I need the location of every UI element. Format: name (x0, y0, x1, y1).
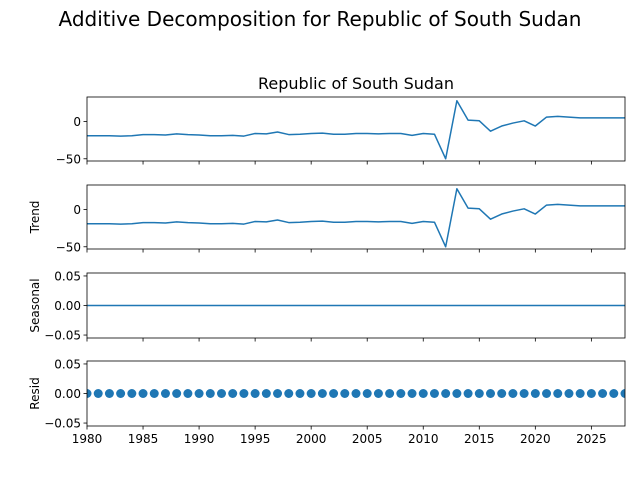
resid-point (205, 389, 215, 398)
resid-point (530, 389, 540, 398)
resid-xtick-label: 2005 (352, 432, 383, 446)
seasonal-ytick-label: −0.05 (44, 329, 81, 343)
resid-point (194, 389, 204, 398)
trend-series-line (87, 187, 625, 248)
trend-panel: 0 −50 Trend (28, 184, 626, 254)
resid-point (429, 389, 439, 398)
resid-point (586, 389, 596, 398)
resid-point (564, 389, 574, 398)
resid-point (250, 389, 260, 398)
resid-point (239, 389, 249, 398)
resid-point (284, 389, 294, 398)
resid-point (373, 389, 383, 398)
resid-point (575, 389, 585, 398)
resid-point (351, 389, 361, 398)
observed-ytick-label: 0 (73, 115, 81, 129)
resid-point (160, 389, 170, 398)
resid-xtick-label: 2000 (296, 432, 327, 446)
resid-point (620, 389, 625, 398)
resid-point (463, 389, 473, 398)
resid-xtick-label: 1980 (72, 432, 103, 446)
resid-ytick-label: 0.00 (54, 387, 81, 401)
resid-point (317, 389, 327, 398)
resid-point (396, 389, 406, 398)
resid-ytick-label: −0.05 (44, 417, 81, 431)
trend-ytick-label: −50 (56, 240, 81, 254)
resid-point (87, 389, 92, 398)
resid-point (340, 389, 350, 398)
seasonal-ytick-label: 0.00 (54, 299, 81, 313)
resid-point (519, 389, 529, 398)
resid-point (407, 389, 417, 398)
trend-ytick-label: 0 (73, 203, 81, 217)
resid-point (441, 389, 451, 398)
resid-point (149, 389, 159, 398)
resid-point (228, 389, 238, 398)
resid-point (474, 389, 484, 398)
resid-point (217, 389, 226, 398)
resid-data (87, 389, 625, 398)
seasonal-ytick-label: 0.05 (54, 269, 81, 283)
resid-point (452, 389, 462, 398)
resid-xtick-label: 2025 (576, 432, 607, 446)
resid-point (486, 389, 495, 398)
resid-xtick-label: 2015 (464, 432, 495, 446)
resid-point (273, 389, 283, 398)
resid-xtick-label: 1990 (184, 432, 215, 446)
resid-point (609, 389, 619, 398)
resid-point (127, 389, 137, 398)
observed-axes-frame (86, 96, 626, 162)
resid-point (93, 389, 103, 398)
resid-xtick-label: 2020 (520, 432, 551, 446)
resid-point (138, 389, 148, 398)
resid-point (183, 389, 193, 398)
resid-point (104, 389, 114, 398)
resid-point (385, 389, 395, 398)
resid-point (362, 389, 372, 398)
resid-point (418, 389, 428, 398)
observed-panel-title: Republic of South Sudan (258, 74, 454, 93)
resid-xtick-label: 2010 (408, 432, 439, 446)
resid-point (295, 389, 305, 398)
resid-point (598, 389, 608, 398)
resid-xtick-label: 1985 (128, 432, 159, 446)
trend-axes-frame (86, 184, 626, 250)
resid-point (508, 389, 518, 398)
observed-panel: 0 −50 Republic of South Sudan (56, 74, 626, 166)
trend-ylabel: Trend (28, 201, 42, 235)
resid-ylabel: Resid (28, 377, 42, 409)
resid-point (542, 389, 552, 398)
resid-point (497, 389, 507, 398)
resid-point (116, 389, 126, 398)
resid-point (329, 389, 339, 398)
trend-data (87, 187, 625, 248)
figure-suptitle: Additive Decomposition for Republic of S… (59, 7, 582, 31)
observed-ytick-label: −50 (56, 152, 81, 166)
resid-xtick-label: 1995 (240, 432, 271, 446)
resid-ytick-label: 0.05 (54, 357, 81, 371)
panels-group: 0 −50 Republic of South Sudan 0 −50 Trend 0.05… (28, 74, 626, 446)
resid-point (553, 389, 563, 398)
resid-point (306, 389, 316, 398)
resid-point (172, 389, 182, 398)
observed-series-line (87, 99, 625, 160)
seasonal-ylabel: Seasonal (28, 278, 42, 332)
resid-point (261, 389, 271, 398)
observed-data (87, 99, 625, 160)
